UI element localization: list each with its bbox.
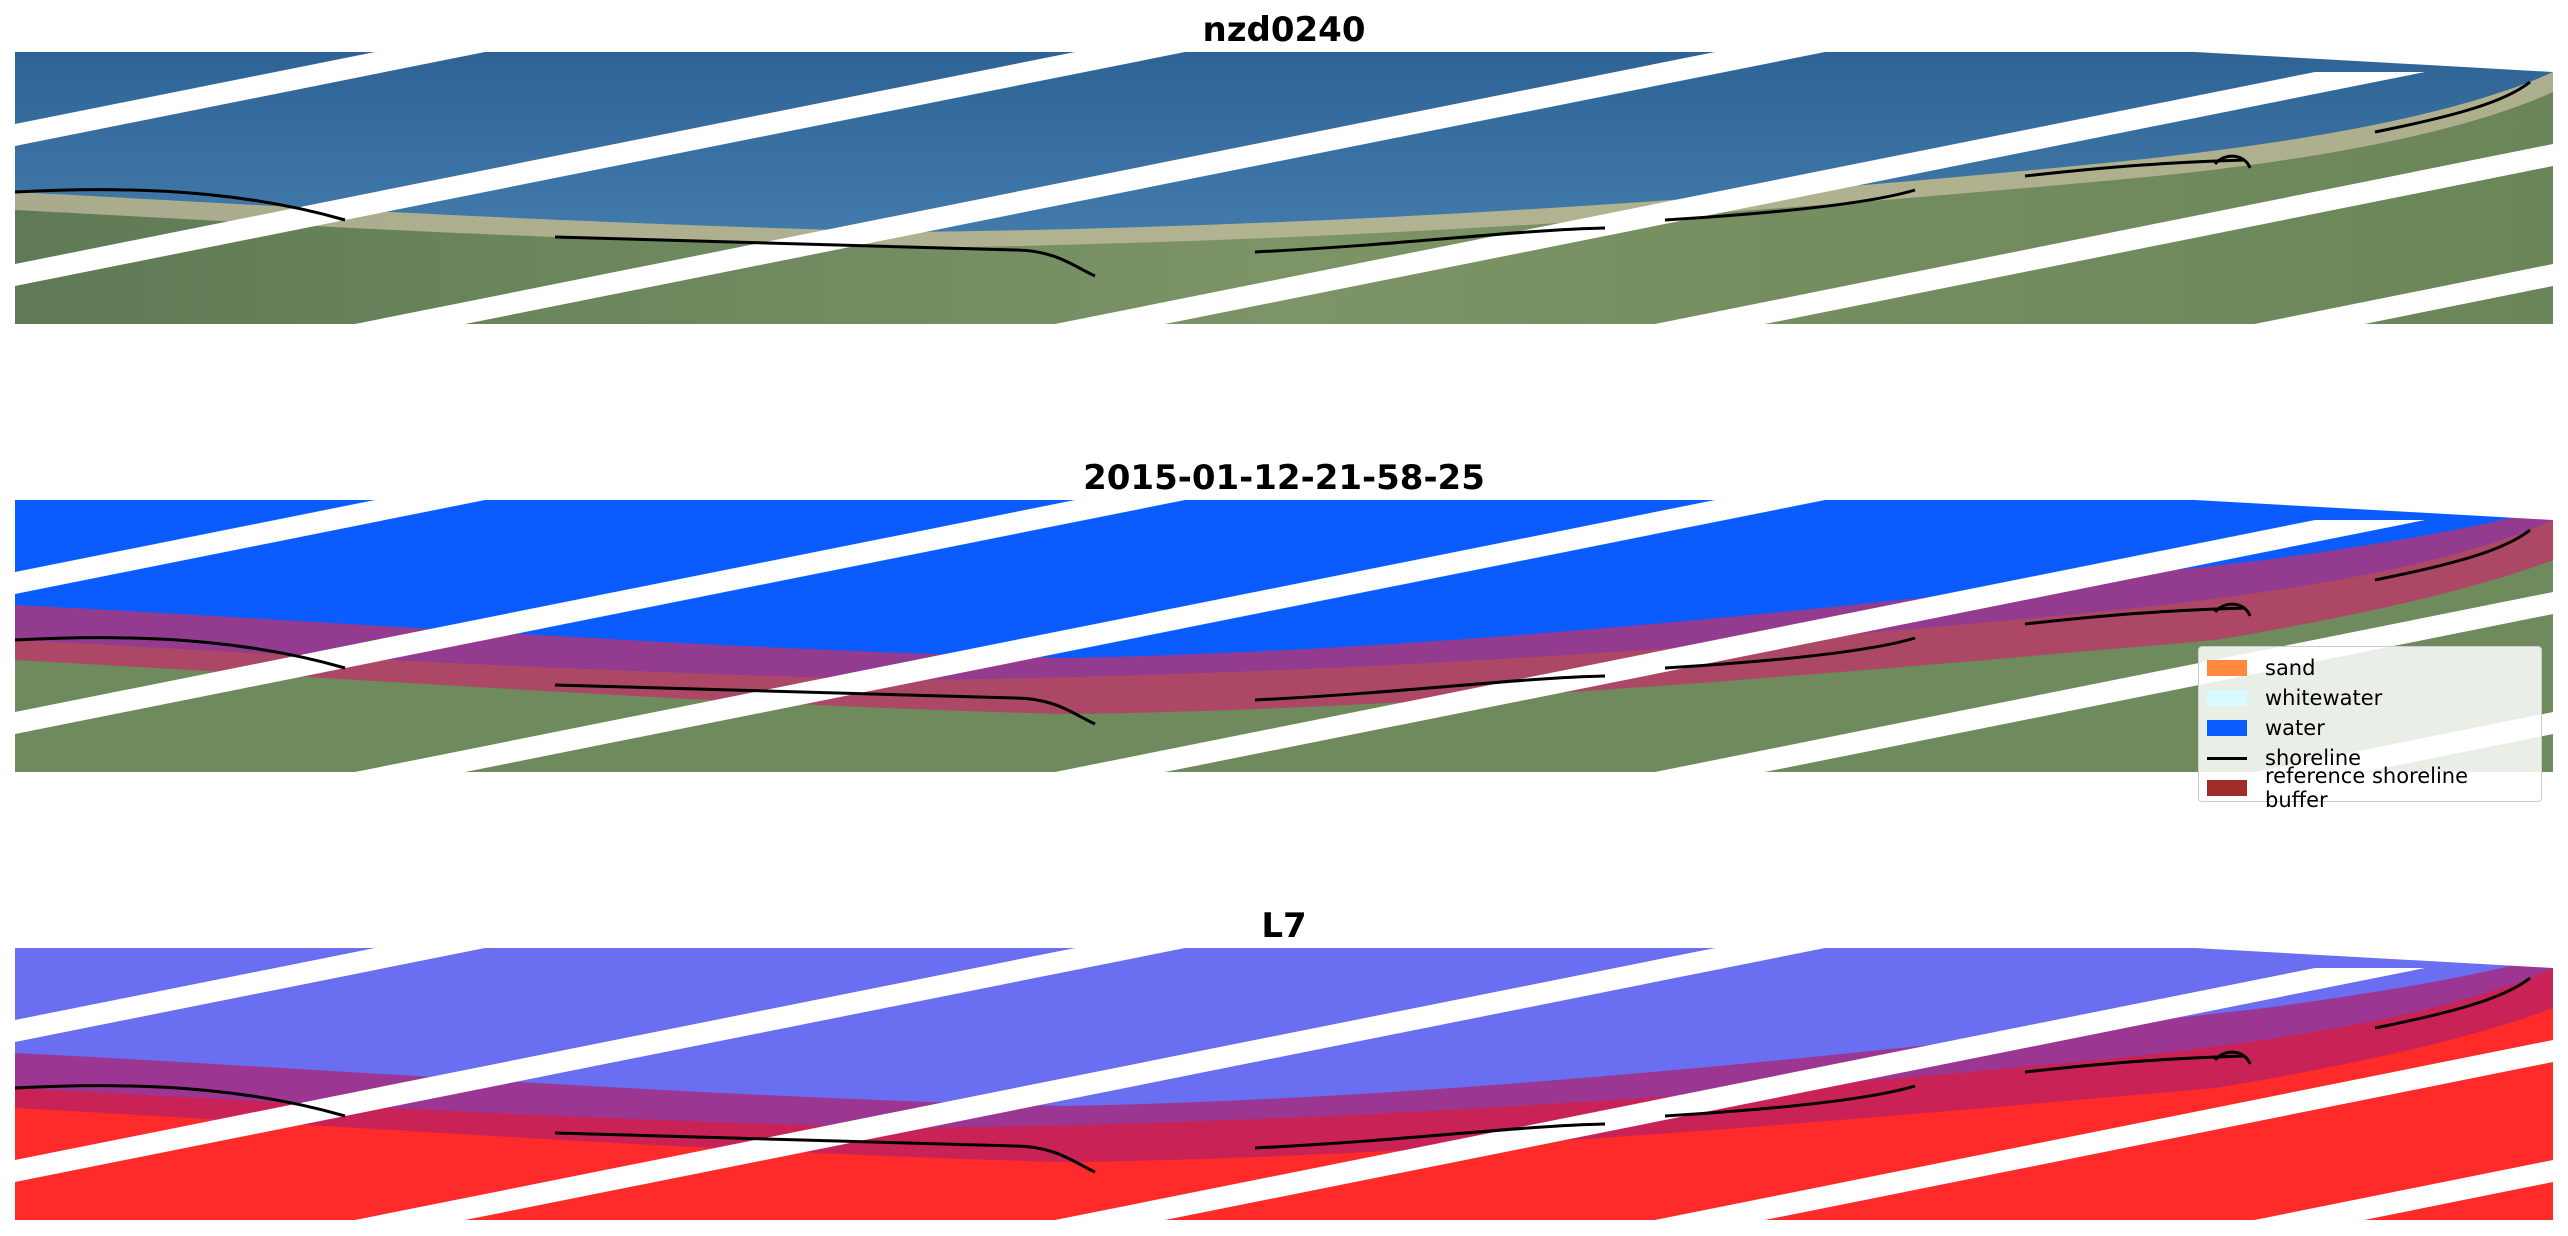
classified-image-panel xyxy=(15,500,2553,772)
water-swatch xyxy=(2207,720,2247,736)
index-image xyxy=(15,948,2553,1220)
rgb-image xyxy=(15,52,2553,324)
sand-swatch xyxy=(2207,660,2247,676)
legend-label-sand: sand xyxy=(2265,656,2316,680)
buffer-swatch xyxy=(2207,780,2247,796)
legend-item-buffer: reference shoreline buffer xyxy=(2207,764,2533,812)
panel-title-satellite: L7 xyxy=(1261,906,1307,946)
legend-label-buffer: reference shoreline buffer xyxy=(2265,764,2469,812)
legend: sand whitewater water shoreline referenc… xyxy=(2198,646,2542,812)
legend-item-water: water xyxy=(2207,713,2533,743)
index-image-panel xyxy=(15,948,2553,1220)
legend-item-shoreline: shoreline xyxy=(2207,743,2533,773)
legend-label-whitewater: whitewater xyxy=(2265,686,2383,710)
legend-label-shoreline: shoreline xyxy=(2265,746,2362,770)
legend-item-whitewater: whitewater xyxy=(2207,683,2533,713)
legend-item-sand: sand xyxy=(2207,653,2533,683)
panel-title-date: 2015-01-12-21-58-25 xyxy=(1083,458,1485,498)
panel-title-rgb: nzd0240 xyxy=(1202,10,1366,50)
legend-label-water: water xyxy=(2265,716,2325,740)
shoreline-swatch xyxy=(2207,756,2247,760)
whitewater-swatch xyxy=(2207,690,2247,706)
classified-image xyxy=(15,500,2553,772)
rgb-image-panel xyxy=(15,52,2553,324)
